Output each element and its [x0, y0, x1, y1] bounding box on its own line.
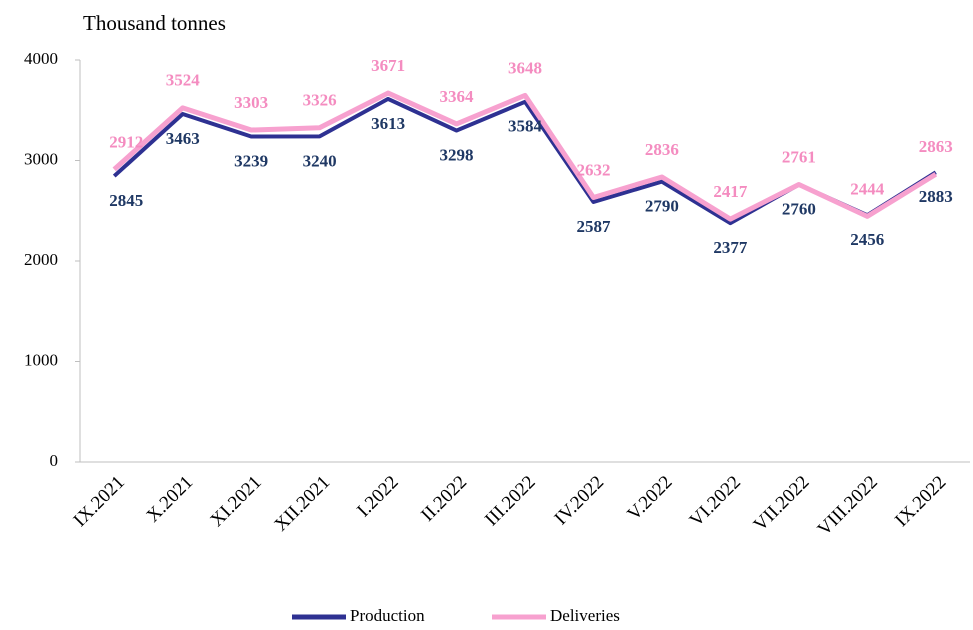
data-label: 3303 — [234, 93, 268, 112]
data-label: 2836 — [645, 140, 679, 159]
data-label: 3298 — [440, 145, 474, 164]
y-tick-label: 1000 — [24, 350, 58, 369]
legend-label: Production — [350, 606, 425, 625]
x-tick-label: XII.2021 — [270, 472, 334, 536]
data-label: 2845 — [109, 191, 143, 210]
data-label: 2863 — [919, 137, 953, 156]
y-axis-label: Thousand tonnes — [83, 11, 226, 35]
data-label: 2912 — [109, 132, 143, 151]
x-tick-label: IV.2022 — [551, 472, 609, 530]
x-tick-label: II.2022 — [417, 472, 471, 526]
data-label: 2790 — [645, 197, 679, 216]
data-label: 2377 — [713, 238, 748, 257]
data-label: 2632 — [576, 160, 610, 179]
x-tick-label: XI.2021 — [207, 472, 266, 531]
x-tick-label: IX.2021 — [70, 472, 129, 531]
x-tick-label: V.2022 — [623, 472, 676, 525]
y-tick-label: 3000 — [24, 149, 58, 168]
series-line — [112, 90, 938, 222]
data-label: 3240 — [303, 151, 337, 170]
y-tick-label: 4000 — [24, 49, 58, 68]
x-tick-label: X.2021 — [143, 472, 198, 527]
data-label: 2760 — [782, 200, 816, 219]
data-label: 2587 — [576, 217, 611, 236]
legend-label: Deliveries — [550, 606, 620, 625]
x-tick-label: VII.2022 — [750, 472, 814, 536]
data-label: 3524 — [166, 71, 201, 90]
data-label: 2883 — [919, 187, 953, 206]
data-label: 3326 — [303, 91, 337, 110]
data-label: 2761 — [782, 147, 816, 166]
x-tick-label: IX.2022 — [891, 472, 950, 531]
data-label: 3671 — [371, 56, 405, 75]
x-tick-label: I.2022 — [353, 472, 403, 522]
data-label: 2444 — [850, 179, 885, 198]
data-label: 3364 — [440, 87, 475, 106]
y-tick-label: 2000 — [24, 250, 58, 269]
x-tick-label: VIII.2022 — [814, 472, 882, 540]
data-label: 3239 — [234, 151, 268, 170]
data-label: 3648 — [508, 58, 542, 77]
data-label: 3613 — [371, 114, 405, 133]
data-label: 3584 — [508, 117, 543, 136]
data-label: 2456 — [850, 230, 884, 249]
y-tick-label: 0 — [50, 451, 59, 470]
x-tick-label: VI.2022 — [686, 472, 745, 531]
x-tick-label: III.2022 — [481, 472, 540, 531]
data-label: 3463 — [166, 129, 200, 148]
data-label: 2417 — [713, 182, 748, 201]
